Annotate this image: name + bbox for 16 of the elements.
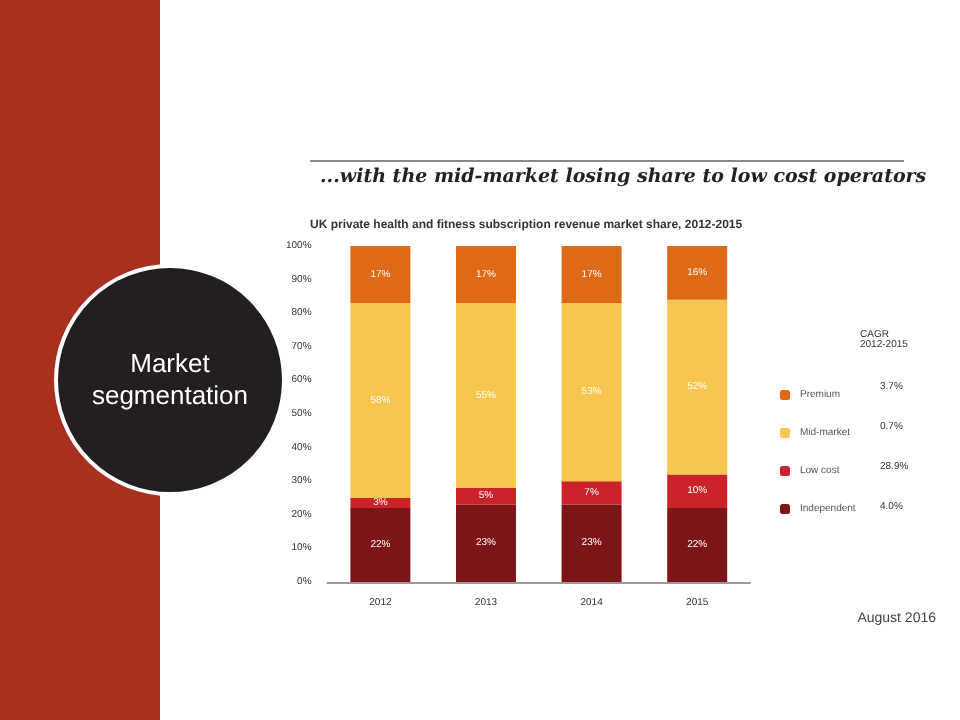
bar <box>455 487 516 505</box>
bar <box>350 508 411 582</box>
bar <box>561 504 622 582</box>
bar <box>455 246 516 304</box>
bar <box>561 246 622 304</box>
bar <box>455 504 516 582</box>
bar <box>561 303 622 482</box>
bar <box>667 474 728 509</box>
bar <box>667 299 728 475</box>
bar <box>667 508 728 582</box>
bar <box>350 246 411 304</box>
chart-title: ...with the mid-market losing share to low cost operators <box>320 166 927 188</box>
bar <box>455 303 516 488</box>
bar <box>350 303 411 498</box>
bar <box>667 246 728 300</box>
bar <box>561 481 622 505</box>
